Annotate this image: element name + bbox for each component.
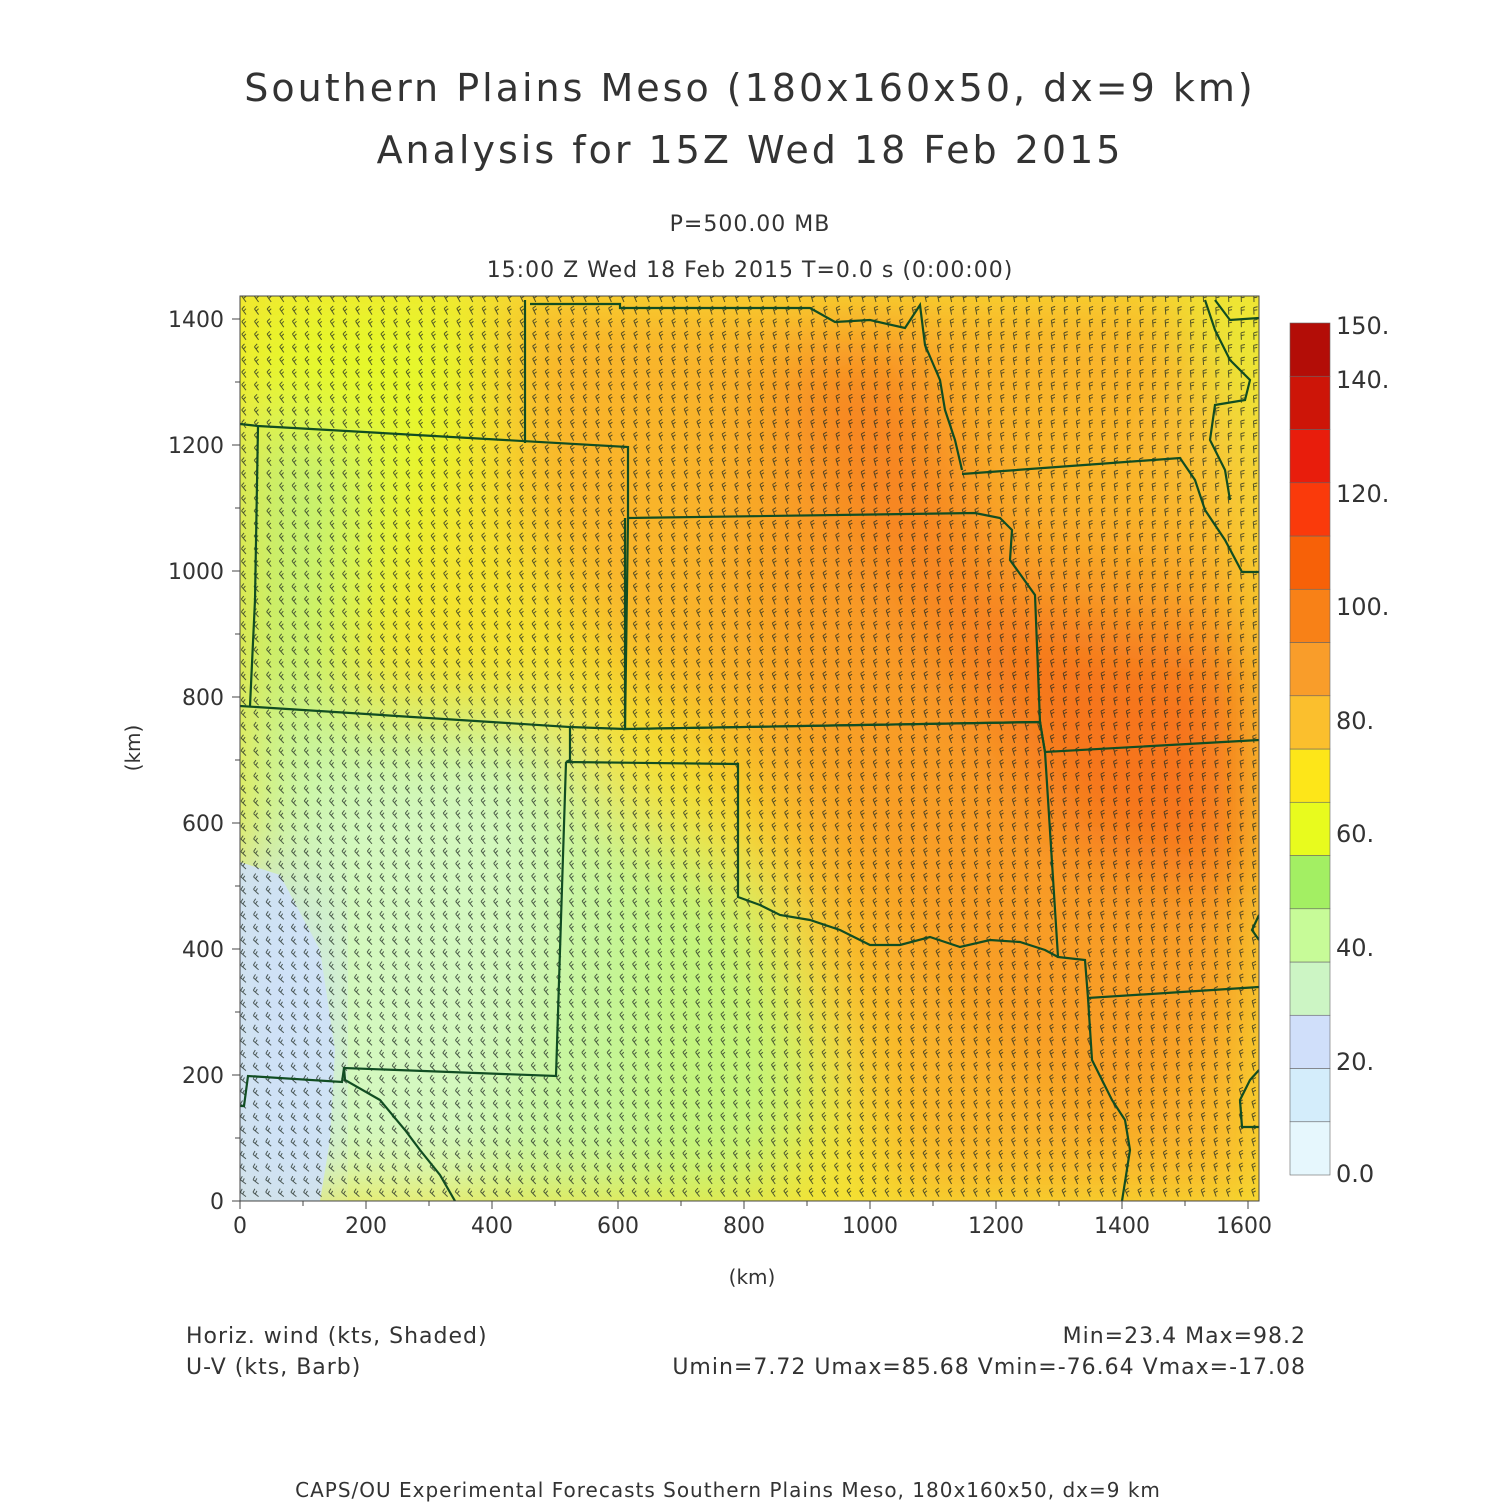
y-axis-label: (km) xyxy=(121,725,145,772)
x-tick-label: 0 xyxy=(233,1214,247,1239)
colorbar-segment xyxy=(1289,429,1331,484)
colorbar-label: 20. xyxy=(1336,1048,1374,1076)
colorbar-segment xyxy=(1289,855,1331,910)
colorbar xyxy=(1289,322,1331,1176)
colorbar-segment xyxy=(1289,642,1331,697)
credit-line: CAPS/OU Experimental Forecasts Southern … xyxy=(295,1478,1161,1502)
min-max-stats: Min=23.4 Max=98.2 xyxy=(1062,1324,1306,1349)
x-tick-label: 800 xyxy=(723,1214,765,1239)
x-tick-label: 1400 xyxy=(1094,1214,1150,1239)
y-tick-label: 1400 xyxy=(168,308,224,333)
colorbar-segment xyxy=(1289,801,1331,856)
colorbar-segment xyxy=(1289,322,1331,377)
colorbar-label: 150. xyxy=(1336,312,1389,340)
y-tick-label: 200 xyxy=(182,1064,224,1089)
colorbar-segment xyxy=(1289,961,1331,1016)
uv-stats: Umin=7.72 Umax=85.68 Vmin=-76.64 Vmax=-1… xyxy=(672,1355,1306,1380)
colorbar-label: 100. xyxy=(1336,593,1389,621)
colorbar-label: 120. xyxy=(1336,480,1389,508)
x-tick-label: 1200 xyxy=(968,1214,1024,1239)
colorbar-label: 140. xyxy=(1336,366,1389,394)
colorbar-segment xyxy=(1289,375,1331,430)
colorbar-segment xyxy=(1289,1121,1331,1176)
colorbar-label: 40. xyxy=(1336,934,1374,962)
x-axis-label: (km) xyxy=(729,1265,776,1289)
x-tick-label: 600 xyxy=(597,1214,639,1239)
field-description-barb: U-V (kts, Barb) xyxy=(186,1355,362,1380)
y-tick-label: 0 xyxy=(210,1190,224,1215)
colorbar-label: 80. xyxy=(1336,707,1374,735)
colorbar-label: 0.0 xyxy=(1336,1160,1374,1188)
colorbar-segment xyxy=(1289,748,1331,803)
colorbar-label: 60. xyxy=(1336,820,1374,848)
valid-time: 15:00 Z Wed 18 Feb 2015 T=0.0 s (0:00:00… xyxy=(486,258,1014,283)
colorbar-segment xyxy=(1289,588,1331,643)
y-tick-label: 400 xyxy=(182,938,224,963)
axis-ticks xyxy=(232,318,1249,1209)
state-boundaries xyxy=(240,299,1259,1201)
y-tick-label: 800 xyxy=(182,686,224,711)
x-tick-label: 1600 xyxy=(1216,1214,1272,1239)
figure-title-line2: Analysis for 15Z Wed 18 Feb 2015 xyxy=(376,128,1124,172)
plot-frame xyxy=(239,295,1260,1202)
y-tick-label: 1000 xyxy=(168,560,224,585)
colorbar-segment xyxy=(1289,1068,1331,1123)
y-tick-label: 600 xyxy=(182,812,224,837)
colorbar-segment xyxy=(1289,482,1331,537)
x-tick-label: 400 xyxy=(471,1214,513,1239)
x-tick-label: 200 xyxy=(345,1214,387,1239)
pressure-level: P=500.00 MB xyxy=(669,212,831,237)
figure-title-line1: Southern Plains Meso (180x160x50, dx=9 k… xyxy=(244,66,1256,110)
field-description-shaded: Horiz. wind (kts, Shaded) xyxy=(186,1324,488,1349)
y-tick-label: 1200 xyxy=(168,434,224,459)
colorbar-segment xyxy=(1289,695,1331,750)
x-tick-label: 1000 xyxy=(842,1214,898,1239)
colorbar-segment xyxy=(1289,908,1331,963)
colorbar-segment xyxy=(1289,1014,1331,1069)
colorbar-segment xyxy=(1289,535,1331,590)
